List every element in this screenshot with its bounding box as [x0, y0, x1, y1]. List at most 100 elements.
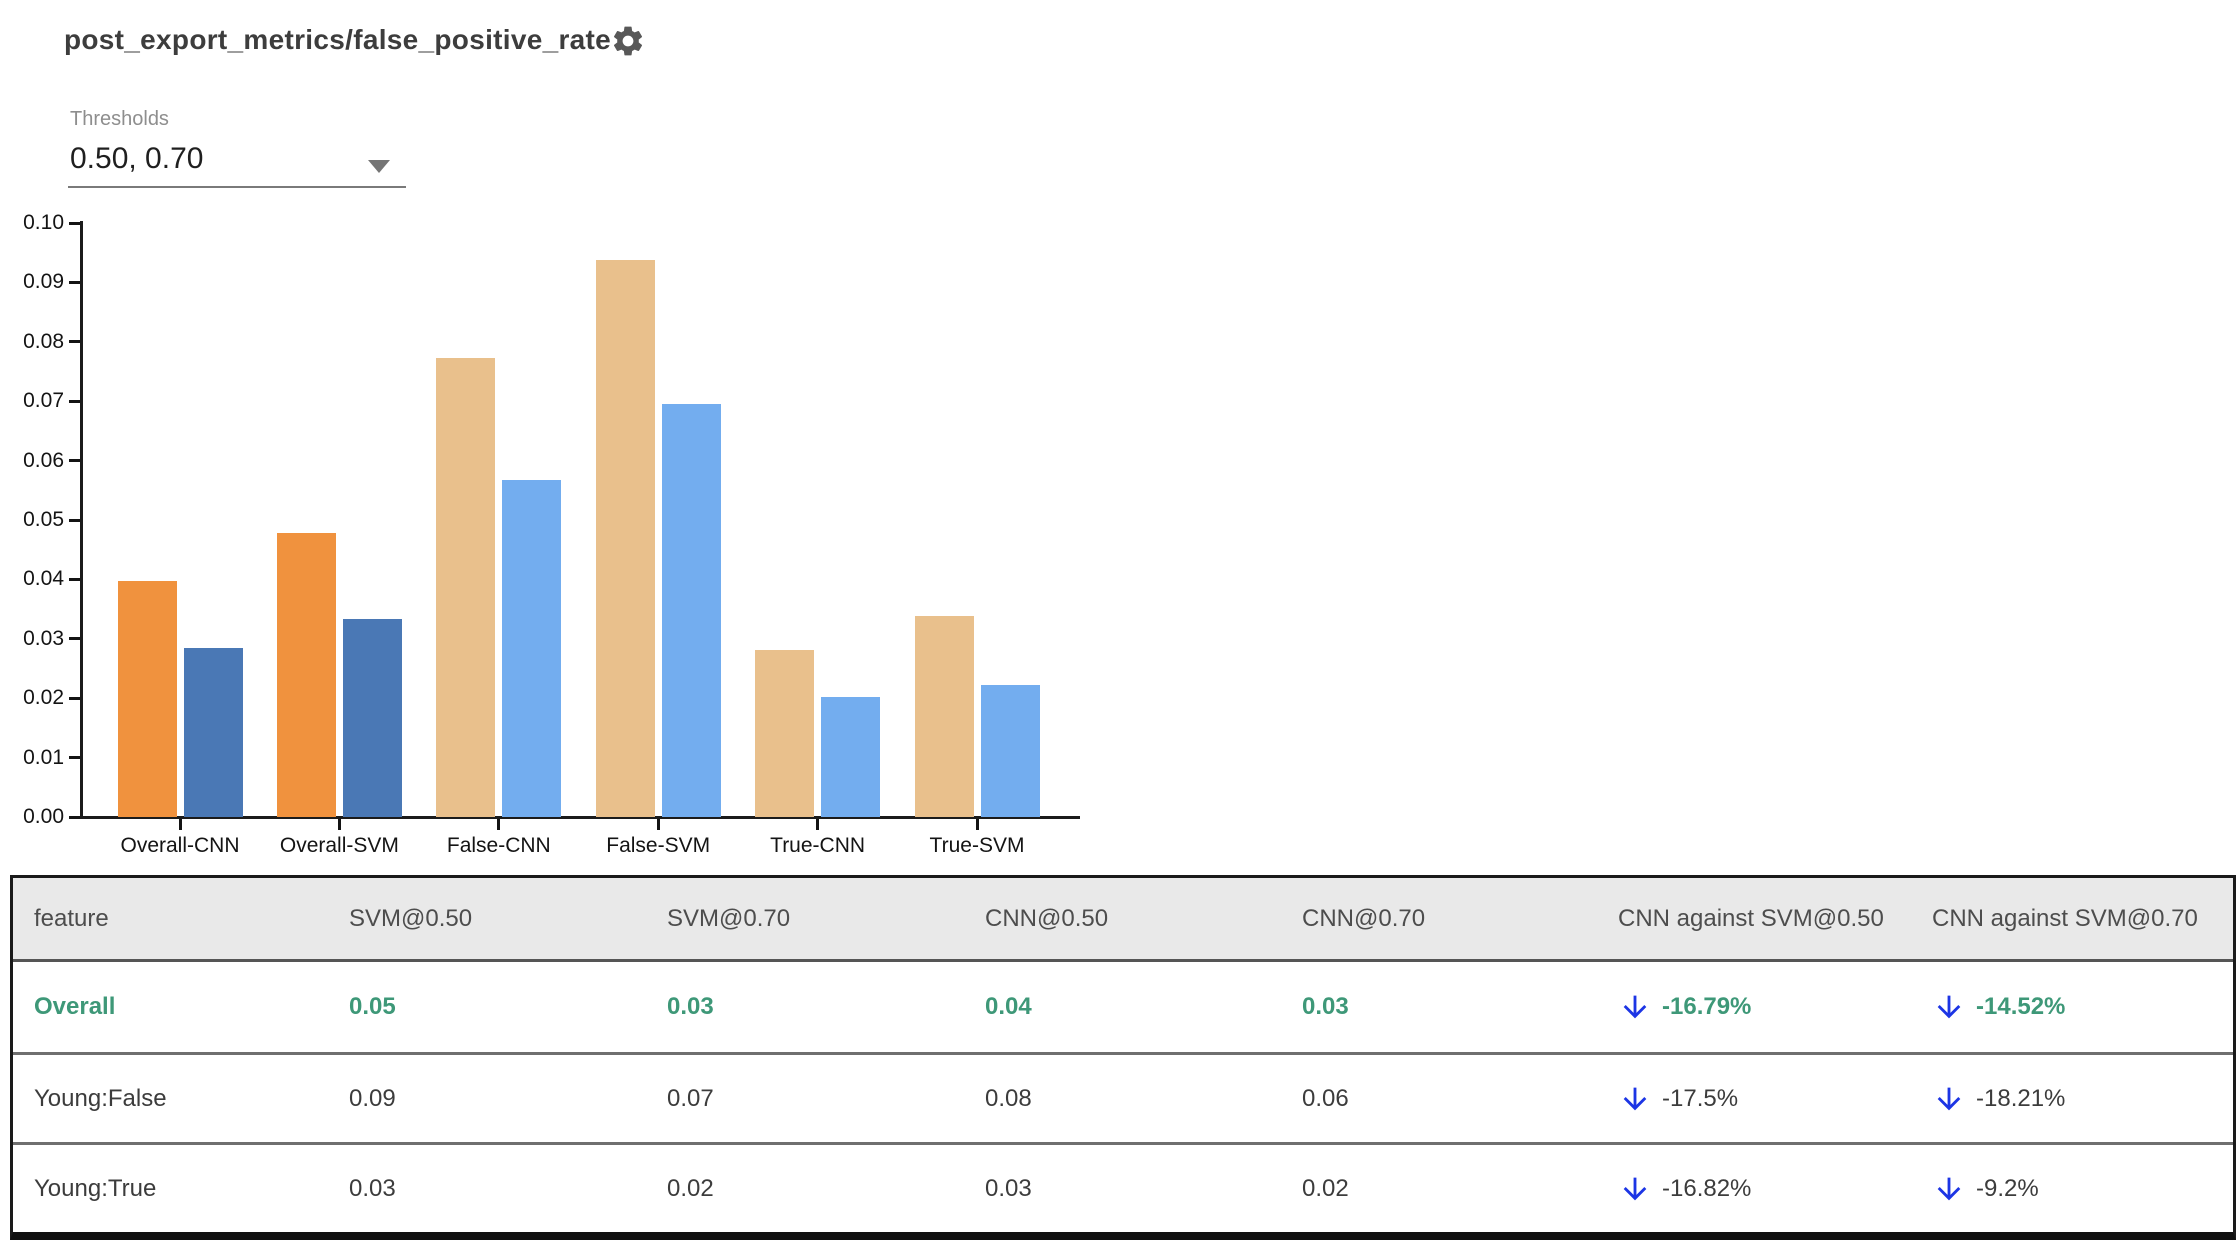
- delta-cell: -16.82%: [1618, 1172, 1751, 1206]
- bar-False-SVM-threshold-0.50: [595, 260, 655, 817]
- arrow-downward-icon: [1932, 990, 1966, 1024]
- y-tick-label: 0.00: [23, 805, 64, 828]
- metrics-table: feature SVM@0.50 SVM@0.70 CNN@0.50 CNN@0.70 C…: [10, 875, 2236, 1240]
- y-tick-label: 0.08: [23, 329, 64, 353]
- delta-value: -17.5%: [1662, 1084, 1739, 1112]
- thresholds-label: Thresholds: [70, 108, 169, 130]
- y-tick-mark: [69, 221, 80, 225]
- x-axis-label: False-CNN: [446, 834, 551, 857]
- value-cell: 0.04: [985, 993, 1032, 1020]
- value-cell: 0.07: [667, 1084, 714, 1112]
- bar-chart: 0.00 0.01 0.02 0.03 0.04 0.05 0.06 0.07 0.08 0.09…: [0, 0, 1120, 880]
- chevron-down-icon: [368, 160, 390, 173]
- y-tick-mark: [69, 696, 80, 700]
- y-tick-mark: [69, 399, 80, 403]
- delta-cell: -18.21%: [1932, 1082, 2065, 1116]
- value-cell: 0.09: [349, 1084, 396, 1112]
- feature-cell: Overall: [34, 993, 116, 1020]
- arrow-downward-icon: [1618, 1082, 1652, 1116]
- delta-cell: -17.5%: [1618, 1082, 1738, 1116]
- value-cell: 0.05: [349, 993, 396, 1020]
- y-tick-label: 0.04: [23, 567, 64, 591]
- y-tick-label: 0.03: [23, 626, 64, 650]
- value-cell: 0.03: [349, 1174, 396, 1202]
- x-axis-label: Overall-SVM: [279, 834, 399, 857]
- header-cell-0: feature: [34, 904, 109, 932]
- settings-button[interactable]: [608, 22, 648, 62]
- value-cell: 0.08: [985, 1084, 1032, 1112]
- value-cell: 0.03: [985, 1174, 1032, 1202]
- header-cell-2: SVM@0.70: [667, 904, 791, 932]
- thresholds-value: 0.50, 0.70: [70, 142, 204, 175]
- bar-False-CNN-threshold-0.70: [502, 479, 562, 817]
- delta-value: -16.79%: [1662, 993, 1752, 1020]
- value-cell: 0.03: [1302, 993, 1349, 1020]
- x-axis-label: Overall-CNN: [120, 834, 240, 857]
- table-header-row: feature SVM@0.50 SVM@0.70 CNN@0.50 CNN@0.70 C…: [13, 878, 2233, 962]
- bar-True-CNN-threshold-0.50: [755, 650, 815, 817]
- arrow-downward-icon: [1618, 1172, 1652, 1206]
- x-axis: [80, 816, 1080, 819]
- x-tick-mark: [337, 819, 341, 830]
- x-tick-mark: [656, 819, 660, 830]
- gear-icon: [610, 26, 646, 62]
- x-tick-mark: [178, 819, 182, 830]
- x-tick-mark: [975, 819, 979, 830]
- y-tick-mark: [69, 280, 80, 284]
- y-tick-mark: [69, 637, 80, 641]
- value-cell: 0.02: [667, 1174, 714, 1202]
- x-tick-mark: [497, 819, 501, 830]
- y-tick-mark: [69, 756, 80, 760]
- value-cell: 0.03: [667, 993, 714, 1020]
- y-tick-label: 0.10: [23, 211, 64, 234]
- x-axis-label: False-SVM: [606, 834, 711, 857]
- delta-cell: -14.52%: [1932, 990, 2065, 1024]
- y-axis: [80, 221, 83, 819]
- bar-Overall-CNN-threshold-0.70: [183, 647, 243, 817]
- delta-value: -14.52%: [1976, 993, 2066, 1020]
- bar-False-CNN-threshold-0.50: [436, 357, 496, 817]
- bar-True-SVM-threshold-0.70: [980, 685, 1040, 817]
- x-axis-label: True-SVM: [929, 834, 1025, 857]
- table-row-young-false: Young:False 0.09 0.07 0.08 0.06 -17.5% -18.21%: [13, 1052, 2233, 1142]
- arrow-downward-icon: [1932, 1082, 1966, 1116]
- delta-value: -9.2%: [1976, 1174, 2039, 1202]
- y-tick-mark: [69, 577, 80, 581]
- bar-True-SVM-threshold-0.50: [914, 616, 974, 817]
- header-cell-4: CNN@0.70: [1302, 904, 1426, 932]
- table-row-young-true: Young:True 0.03 0.02 0.03 0.02 -16.82% -9.2%: [13, 1142, 2233, 1232]
- delta-value: -18.21%: [1976, 1084, 2066, 1112]
- bar-Overall-SVM-threshold-0.50: [276, 533, 336, 817]
- delta-value: -16.82%: [1662, 1174, 1752, 1202]
- bar-False-SVM-threshold-0.70: [661, 404, 721, 817]
- dropdown-underline: [68, 186, 406, 188]
- arrow-downward-icon: [1618, 990, 1652, 1024]
- y-tick-label: 0.01: [23, 745, 64, 769]
- header-cell-5: CNN against SVM@0.50: [1618, 904, 1884, 932]
- header-cell-1: SVM@0.50: [349, 904, 473, 932]
- thresholds-dropdown[interactable]: Thresholds 0.50, 0.70: [68, 108, 408, 188]
- table-row-overall: Overall 0.05 0.03 0.04 0.03 -16.79% -14.52%: [13, 962, 2233, 1052]
- delta-cell: -16.79%: [1618, 990, 1751, 1024]
- y-tick-mark: [69, 459, 80, 463]
- x-tick-mark: [816, 819, 820, 830]
- y-tick-label: 0.06: [23, 448, 64, 472]
- y-tick-label: 0.07: [23, 389, 64, 413]
- y-tick-label: 0.09: [23, 270, 64, 294]
- header-cell-3: CNN@0.50: [985, 904, 1109, 932]
- feature-cell: Young:True: [34, 1174, 157, 1202]
- bar-Overall-CNN-threshold-0.50: [117, 580, 177, 817]
- header-cell-6: CNN against SVM@0.70: [1932, 904, 2198, 932]
- bar-True-CNN-threshold-0.70: [821, 697, 881, 817]
- x-axis-label: True-CNN: [770, 834, 866, 857]
- y-tick-mark: [69, 815, 80, 819]
- delta-cell: -9.2%: [1932, 1172, 2039, 1206]
- arrow-downward-icon: [1932, 1172, 1966, 1206]
- y-tick-mark: [69, 340, 80, 344]
- value-cell: 0.02: [1302, 1174, 1349, 1202]
- bar-Overall-SVM-threshold-0.70: [342, 619, 402, 817]
- value-cell: 0.06: [1302, 1084, 1349, 1112]
- y-tick-label: 0.02: [23, 686, 64, 710]
- page-title: post_export_metrics/false_positive_rate: [64, 24, 612, 55]
- y-tick-label: 0.05: [23, 508, 64, 531]
